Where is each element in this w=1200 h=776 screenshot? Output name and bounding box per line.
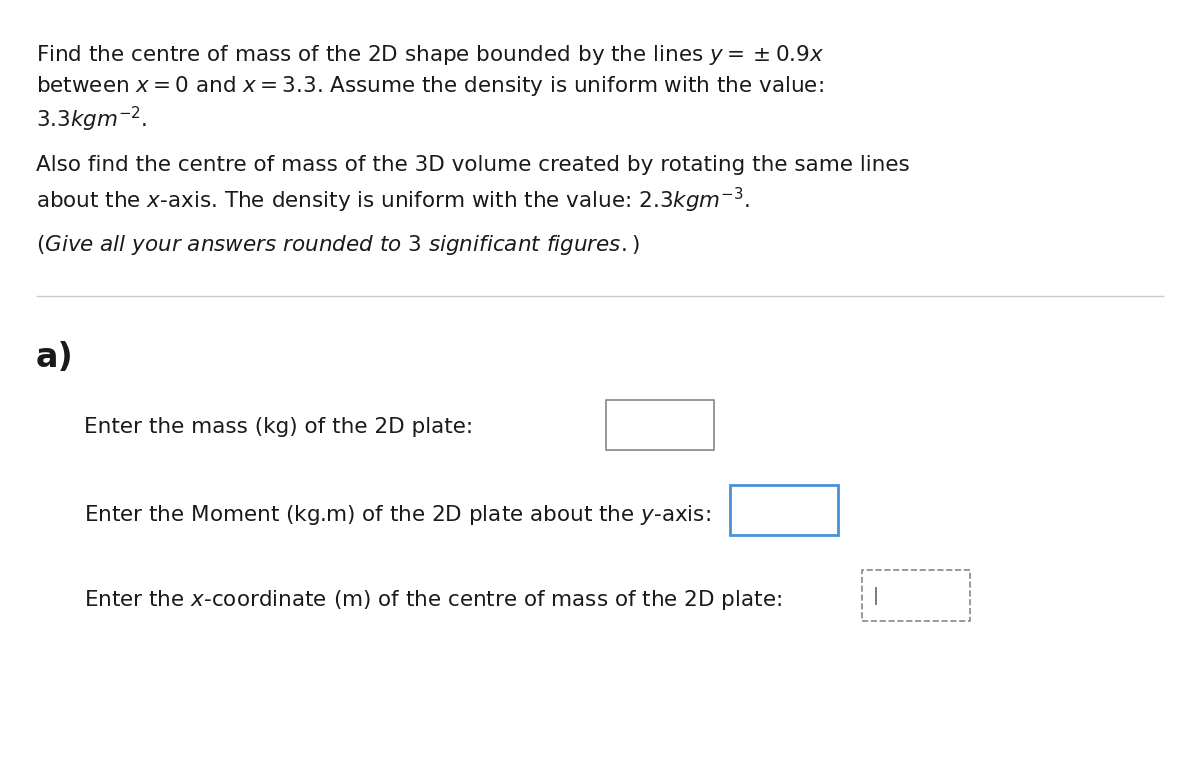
Text: Enter the $x$-coordinate (m) of the centre of mass of the 2D plate:: Enter the $x$-coordinate (m) of the cent… xyxy=(84,588,782,612)
Text: a): a) xyxy=(36,341,73,375)
Text: about the $x$-axis. The density is uniform with the value: $2.3kgm^{-3}$.: about the $x$-axis. The density is unifo… xyxy=(36,186,750,216)
FancyBboxPatch shape xyxy=(606,400,714,450)
Text: $3.3kgm^{-2}$.: $3.3kgm^{-2}$. xyxy=(36,105,148,134)
Text: Also find the centre of mass of the 3D volume created by rotating the same lines: Also find the centre of mass of the 3D v… xyxy=(36,155,910,175)
Text: Enter the Moment (kg.m) of the 2D plate about the $y$-axis:: Enter the Moment (kg.m) of the 2D plate … xyxy=(84,503,710,527)
Text: between $x = 0$ and $x = 3.3$. Assume the density is uniform with the value:: between $x = 0$ and $x = 3.3$. Assume th… xyxy=(36,74,824,98)
Text: Enter the mass (kg) of the 2D plate:: Enter the mass (kg) of the 2D plate: xyxy=(84,417,473,438)
Text: Find the centre of mass of the 2D shape bounded by the lines $y = \pm0.9x$: Find the centre of mass of the 2D shape … xyxy=(36,43,824,67)
Text: |: | xyxy=(872,587,878,605)
FancyBboxPatch shape xyxy=(730,485,838,535)
Text: $(Give$ $all$ $your$ $answers$ $rounded$ $to$ $3$ $significant$ $figures.)$: $(Give$ $all$ $your$ $answers$ $rounded$… xyxy=(36,233,640,257)
FancyBboxPatch shape xyxy=(862,570,970,621)
